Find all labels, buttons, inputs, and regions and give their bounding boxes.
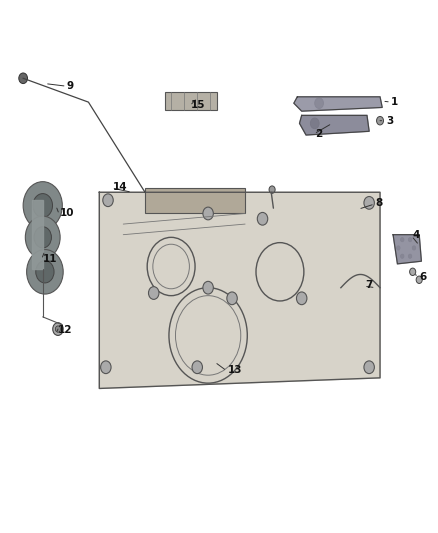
Circle shape <box>25 216 60 259</box>
Circle shape <box>33 193 53 217</box>
Circle shape <box>227 292 237 305</box>
Circle shape <box>36 261 54 283</box>
Circle shape <box>408 254 412 259</box>
Text: 6: 6 <box>419 272 427 282</box>
Text: 14: 14 <box>113 182 127 192</box>
Text: 12: 12 <box>58 325 72 335</box>
Circle shape <box>27 249 63 294</box>
Circle shape <box>53 322 63 335</box>
Circle shape <box>412 246 416 250</box>
Text: 10: 10 <box>60 208 74 219</box>
Polygon shape <box>32 200 43 269</box>
Circle shape <box>203 207 213 220</box>
Circle shape <box>311 118 319 128</box>
Circle shape <box>400 238 404 242</box>
Polygon shape <box>294 97 382 111</box>
Circle shape <box>416 276 422 284</box>
Circle shape <box>408 238 412 242</box>
Circle shape <box>55 326 60 332</box>
Circle shape <box>34 227 51 248</box>
FancyBboxPatch shape <box>165 92 217 110</box>
Circle shape <box>148 287 159 300</box>
Polygon shape <box>99 192 380 389</box>
Text: 8: 8 <box>376 198 383 208</box>
Circle shape <box>377 116 384 125</box>
Text: 4: 4 <box>413 230 420 240</box>
Circle shape <box>103 194 113 207</box>
Circle shape <box>297 292 307 305</box>
Text: 11: 11 <box>43 254 57 263</box>
Circle shape <box>364 197 374 209</box>
Text: 9: 9 <box>67 81 74 91</box>
Text: 15: 15 <box>191 100 205 110</box>
Text: 13: 13 <box>228 365 242 375</box>
Circle shape <box>315 98 323 109</box>
Circle shape <box>203 281 213 294</box>
Circle shape <box>257 213 268 225</box>
Text: 7: 7 <box>365 280 372 290</box>
Text: 3: 3 <box>387 116 394 126</box>
Text: 1: 1 <box>391 97 398 107</box>
Circle shape <box>364 361 374 374</box>
Text: 2: 2 <box>315 129 322 139</box>
Circle shape <box>101 361 111 374</box>
Circle shape <box>269 186 275 193</box>
Circle shape <box>19 73 28 84</box>
Circle shape <box>400 254 404 259</box>
Circle shape <box>23 182 62 229</box>
Polygon shape <box>393 235 421 264</box>
Circle shape <box>410 268 416 276</box>
Circle shape <box>192 361 202 374</box>
Circle shape <box>396 246 400 250</box>
FancyBboxPatch shape <box>145 188 245 214</box>
Polygon shape <box>300 115 369 135</box>
